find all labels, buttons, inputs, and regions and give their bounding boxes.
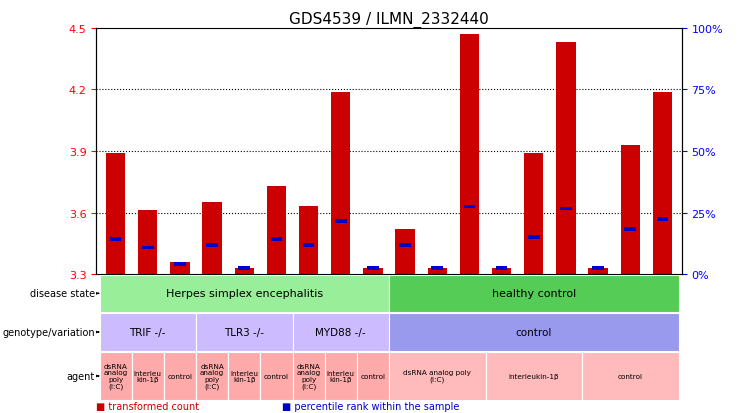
FancyArrowPatch shape xyxy=(94,292,99,295)
Text: control: control xyxy=(167,373,193,379)
Bar xyxy=(496,266,508,270)
Text: TLR3 -/-: TLR3 -/- xyxy=(225,327,265,337)
Bar xyxy=(363,268,382,274)
FancyBboxPatch shape xyxy=(196,353,228,400)
Text: control: control xyxy=(264,373,289,379)
Bar xyxy=(625,228,636,231)
Text: genotype/variation: genotype/variation xyxy=(2,327,95,337)
Bar xyxy=(592,266,604,270)
FancyArrowPatch shape xyxy=(94,330,99,334)
Text: interleu
kin-1β: interleu kin-1β xyxy=(134,370,162,382)
Bar xyxy=(142,246,153,249)
Bar xyxy=(174,262,186,266)
Bar xyxy=(239,266,250,270)
FancyBboxPatch shape xyxy=(582,353,679,400)
Bar xyxy=(206,244,218,247)
FancyBboxPatch shape xyxy=(260,353,293,400)
Bar xyxy=(270,238,282,242)
Text: dsRNA
analog
poly
(I:C): dsRNA analog poly (I:C) xyxy=(200,363,225,389)
Bar xyxy=(303,244,314,247)
FancyBboxPatch shape xyxy=(99,275,389,312)
Bar xyxy=(524,154,543,274)
Text: healthy control: healthy control xyxy=(491,289,576,299)
FancyBboxPatch shape xyxy=(293,314,389,351)
FancyBboxPatch shape xyxy=(389,275,679,312)
Bar xyxy=(431,266,443,270)
Bar xyxy=(556,43,576,274)
Bar xyxy=(106,154,125,274)
Text: dsRNA
analog
poly
(I:C): dsRNA analog poly (I:C) xyxy=(296,363,321,389)
FancyBboxPatch shape xyxy=(99,314,196,351)
Bar xyxy=(588,268,608,274)
Bar xyxy=(399,244,411,247)
FancyBboxPatch shape xyxy=(132,353,164,400)
Text: TRIF -/-: TRIF -/- xyxy=(130,327,166,337)
Bar xyxy=(459,35,479,274)
Bar xyxy=(138,211,157,274)
FancyBboxPatch shape xyxy=(485,353,582,400)
Bar xyxy=(653,93,672,274)
Text: interleu
kin-1β: interleu kin-1β xyxy=(327,370,355,382)
Bar xyxy=(492,268,511,274)
Bar xyxy=(335,219,347,223)
Bar xyxy=(331,93,350,274)
Bar xyxy=(396,229,415,274)
FancyBboxPatch shape xyxy=(389,314,679,351)
Bar xyxy=(464,205,475,209)
Text: interleu
kin-1β: interleu kin-1β xyxy=(230,370,259,382)
FancyBboxPatch shape xyxy=(228,353,260,400)
FancyBboxPatch shape xyxy=(196,314,293,351)
Bar xyxy=(110,238,122,242)
Text: disease state: disease state xyxy=(30,289,95,299)
Bar xyxy=(621,145,640,274)
Text: control: control xyxy=(360,373,385,379)
Text: ■ transformed count: ■ transformed count xyxy=(96,401,199,411)
Text: ■ percentile rank within the sample: ■ percentile rank within the sample xyxy=(282,401,459,411)
Title: GDS4539 / ILMN_2332440: GDS4539 / ILMN_2332440 xyxy=(289,12,489,28)
FancyBboxPatch shape xyxy=(164,353,196,400)
FancyBboxPatch shape xyxy=(325,353,357,400)
Text: dsRNA analog poly
(I:C): dsRNA analog poly (I:C) xyxy=(403,370,471,382)
Bar xyxy=(202,203,222,274)
Bar xyxy=(299,207,319,274)
Text: dsRNA
analog
poly
(I:C): dsRNA analog poly (I:C) xyxy=(104,363,127,389)
Text: agent: agent xyxy=(67,371,95,381)
Text: interleukin-1β: interleukin-1β xyxy=(508,373,559,379)
Text: Herpes simplex encephalitis: Herpes simplex encephalitis xyxy=(166,289,323,299)
FancyBboxPatch shape xyxy=(357,353,389,400)
FancyBboxPatch shape xyxy=(389,353,485,400)
Bar xyxy=(528,236,539,240)
Text: control: control xyxy=(618,373,642,379)
FancyBboxPatch shape xyxy=(99,353,132,400)
FancyBboxPatch shape xyxy=(293,353,325,400)
Bar xyxy=(428,268,447,274)
Text: control: control xyxy=(516,327,552,337)
Bar xyxy=(367,266,379,270)
Text: MYD88 -/-: MYD88 -/- xyxy=(316,327,366,337)
Bar xyxy=(170,262,190,274)
Bar xyxy=(235,268,254,274)
Bar xyxy=(267,186,286,274)
Bar xyxy=(657,217,668,221)
Bar xyxy=(560,207,572,211)
FancyArrowPatch shape xyxy=(94,375,99,378)
